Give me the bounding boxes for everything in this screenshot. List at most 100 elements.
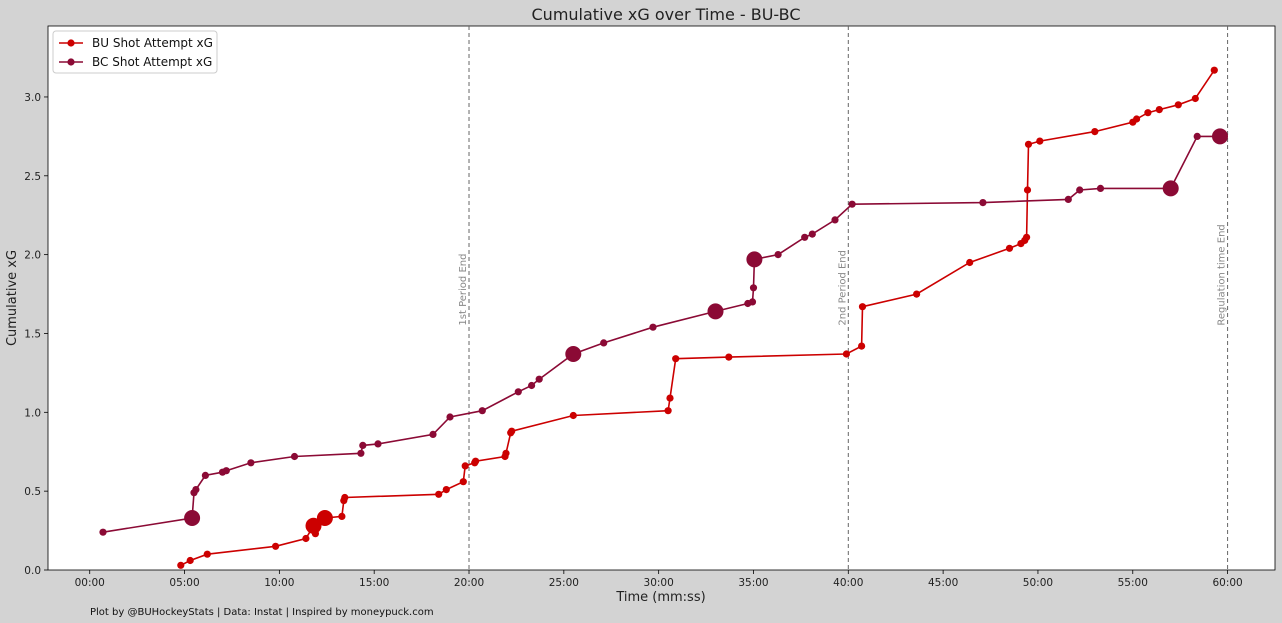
shot-marker [913, 290, 921, 298]
shot-marker [1174, 101, 1182, 109]
shot-marker [1076, 186, 1084, 194]
shot-marker [99, 528, 107, 536]
y-tick-label: 1.5 [24, 328, 41, 340]
shot-marker [725, 353, 733, 361]
shot-marker [1144, 109, 1152, 117]
period-end-label: Regulation time End [1217, 224, 1228, 325]
plot-area [47, 25, 1276, 571]
x-tick-label: 25:00 [549, 577, 579, 589]
shot-marker [749, 284, 758, 292]
shot-marker [1193, 132, 1201, 140]
shot-marker [247, 459, 255, 467]
credit-text: Plot by @BUHockeyStats | Data: Instat | … [90, 607, 434, 618]
goal-marker [184, 510, 201, 526]
series-line [102, 135, 1220, 533]
shot-marker [1023, 186, 1032, 194]
shot-marker [1064, 195, 1072, 203]
shot-marker [508, 427, 516, 435]
x-tick-label: 45:00 [928, 577, 958, 589]
shot-marker [374, 440, 382, 448]
y-axis-label: Cumulative xG [5, 250, 20, 346]
legend-label: BC Shot Attempt xG [92, 55, 212, 69]
x-tick-label: 05:00 [169, 577, 199, 589]
shot-marker [774, 251, 782, 259]
shot-marker [858, 342, 866, 350]
shot-marker [502, 449, 510, 457]
shot-marker [848, 200, 856, 208]
shot-marker [359, 441, 367, 449]
x-tick-label: 50:00 [1023, 577, 1053, 589]
legend-label: BU Shot Attempt xG [92, 36, 213, 50]
y-tick-label: 3.0 [24, 92, 41, 104]
shot-marker [272, 542, 280, 550]
shot-marker [831, 216, 839, 224]
y-tick-label: 0.5 [24, 486, 41, 498]
goal-marker [1162, 180, 1179, 197]
shot-marker [528, 381, 536, 390]
shot-marker [858, 303, 867, 311]
shot-marker [966, 258, 974, 267]
shot-marker [1155, 106, 1163, 114]
shot-marker [1091, 128, 1099, 136]
x-tick-label: 20:00 [454, 577, 484, 589]
goal-marker [707, 303, 724, 320]
shot-marker [979, 199, 987, 207]
legend-marker [67, 39, 75, 47]
shot-marker [192, 486, 200, 494]
shot-marker [186, 556, 194, 565]
shot-marker [442, 486, 450, 494]
chart-title: Cumulative xG over Time - BU-BC [532, 5, 801, 24]
shot-marker [514, 388, 522, 396]
shot-marker [311, 530, 319, 538]
goal-marker [565, 346, 582, 362]
shot-marker [203, 550, 211, 558]
shot-marker [459, 478, 467, 486]
series-bu [177, 66, 1218, 569]
shot-marker [808, 230, 816, 238]
shot-marker [1191, 94, 1199, 103]
shot-marker [649, 323, 657, 331]
shot-marker [341, 493, 349, 502]
x-tick-label: 30:00 [644, 577, 674, 589]
x-tick-label: 40:00 [833, 577, 863, 589]
shot-marker [1133, 115, 1141, 123]
shot-marker [435, 490, 443, 498]
shot-marker [429, 430, 437, 438]
y-tick-label: 2.5 [24, 171, 41, 183]
shot-marker [748, 298, 757, 306]
series-bc [99, 128, 1228, 536]
shot-marker [664, 407, 672, 415]
shot-marker [446, 413, 454, 421]
legend: BU Shot Attempt xG BC Shot Attempt xG [52, 30, 218, 74]
goal-marker [305, 517, 322, 534]
goal-marker [1212, 128, 1228, 145]
shot-marker [302, 534, 310, 543]
goal-marker [746, 251, 763, 268]
shot-marker [1096, 184, 1105, 192]
goal-marker [316, 510, 333, 526]
shot-marker [461, 462, 469, 470]
series [99, 66, 1228, 569]
x-tick-label: 15:00 [359, 577, 389, 589]
shot-marker [842, 350, 851, 358]
shot-marker [1210, 66, 1218, 74]
shot-marker [357, 449, 365, 457]
shot-marker [1036, 137, 1044, 145]
shot-marker [600, 339, 608, 347]
shot-marker [222, 467, 230, 475]
y-tick-label: 0.0 [24, 565, 41, 577]
period-end-label: 1st Period End [458, 254, 469, 326]
shot-marker [666, 394, 674, 402]
axes: 00:00 05:00 10:00 15:00 20:00 25:00 30:00 35:00… [24, 92, 1242, 589]
period-lines: 1st Period End 2nd Period End Regulation t… [458, 26, 1229, 570]
shot-marker [177, 561, 185, 569]
y-tick-label: 2.0 [24, 250, 41, 262]
x-tick-label: 35:00 [738, 577, 768, 589]
shot-marker [472, 457, 480, 465]
legend-marker [67, 58, 75, 66]
shot-marker [338, 512, 346, 521]
shot-marker [801, 233, 809, 241]
shot-marker [478, 407, 486, 415]
x-axis-label: Time (mm:ss) [615, 590, 705, 605]
